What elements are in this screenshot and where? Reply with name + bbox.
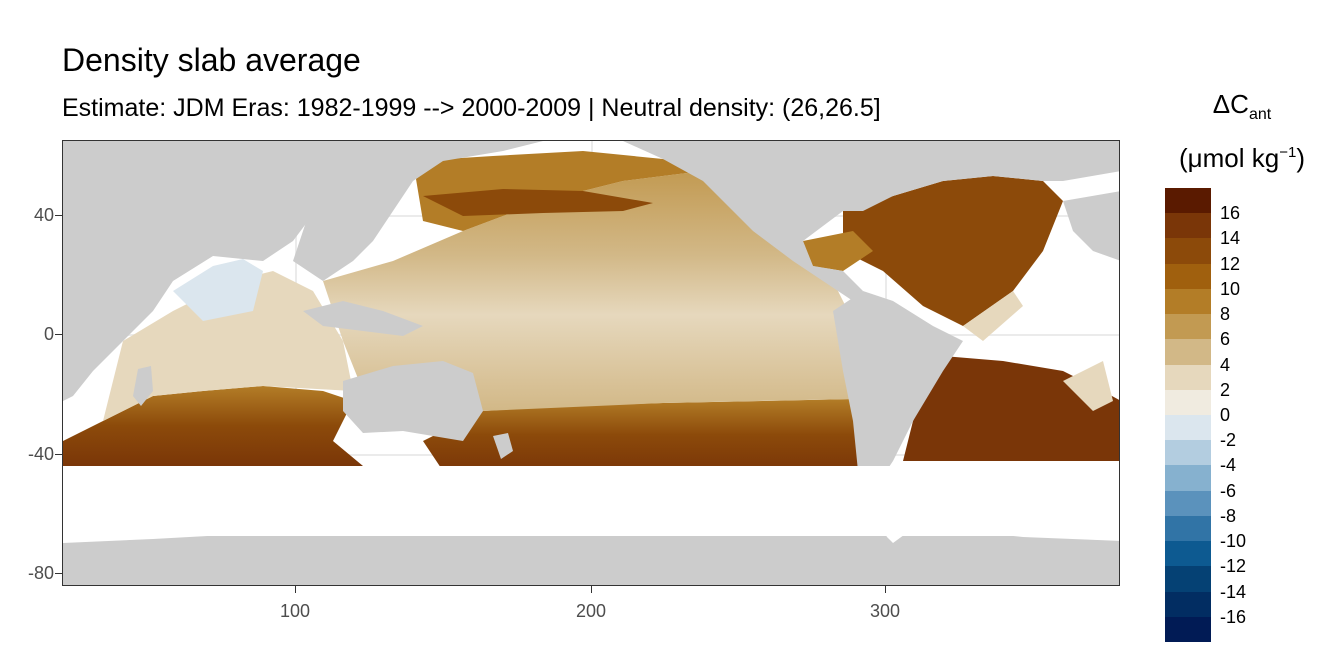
south-america-land — [833, 291, 963, 491]
legend-label: -6 — [1220, 480, 1237, 501]
legend-swatch — [1165, 415, 1211, 441]
legend-label: 10 — [1220, 278, 1241, 299]
legend-label: 16 — [1220, 203, 1241, 224]
legend-label: 4 — [1220, 354, 1231, 375]
antarctica-land — [63, 521, 1119, 585]
southern-indian-ocean — [63, 386, 363, 466]
x-tick-label: 200 — [575, 601, 607, 621]
legend-swatch — [1165, 515, 1211, 542]
asia-land — [293, 141, 543, 281]
australia-land — [343, 361, 483, 441]
legend-swatch — [1165, 566, 1211, 593]
legend-label: 6 — [1220, 329, 1231, 350]
y-tick-mark — [55, 454, 62, 455]
legend-title-line2: (μmol kg−1) — [1162, 138, 1322, 173]
legend-label: -12 — [1220, 556, 1247, 577]
x-tick-mark — [885, 586, 886, 593]
legend-swatch — [1165, 339, 1211, 366]
legend-label: -8 — [1220, 505, 1237, 526]
legend-unit-pre: (μmol kg — [1179, 143, 1280, 173]
legend-swatch — [1165, 440, 1211, 466]
legend-swatch — [1165, 490, 1211, 517]
plot-subtitle: Estimate: JDM Eras: 1982-1999 --> 2000-2… — [62, 94, 881, 122]
x-tick-label: 300 — [869, 601, 901, 621]
legend-label: 14 — [1220, 228, 1241, 249]
x-tick-mark — [591, 586, 592, 593]
legend-swatch — [1165, 263, 1211, 290]
map-panel — [62, 140, 1120, 586]
north-america-land — [623, 141, 1119, 301]
legend-swatch — [1165, 616, 1211, 643]
europe-land — [1063, 191, 1119, 261]
legend-title-sub: ant — [1248, 106, 1272, 123]
y-tick-label: 0 — [43, 324, 54, 344]
legend-label: -16 — [1220, 606, 1247, 627]
legend-swatch — [1165, 314, 1211, 340]
y-tick-label: -40 — [27, 444, 54, 464]
y-tick-label: 40 — [33, 205, 54, 225]
north-pacific-dark-band — [423, 189, 653, 216]
legend-label: -10 — [1220, 531, 1247, 552]
tropical-atlantic-light-band — [963, 291, 1113, 411]
legend-swatch — [1165, 389, 1211, 416]
y-tick-mark — [55, 215, 62, 216]
africa-land — [63, 141, 363, 401]
legend-swatch — [1165, 213, 1211, 239]
legend-unit-sup: −1 — [1279, 144, 1297, 161]
gulf-of-mexico — [803, 231, 873, 271]
legend-label: 8 — [1220, 304, 1231, 325]
legend-label: -4 — [1220, 455, 1237, 476]
legend-label: 0 — [1220, 405, 1231, 425]
map-svg — [63, 141, 1119, 585]
madagascar-land — [133, 366, 153, 406]
legend-swatch — [1165, 288, 1211, 315]
legend-swatch — [1165, 188, 1211, 214]
legend-swatch — [1165, 591, 1211, 618]
legend-unit-post: ) — [1296, 143, 1305, 173]
legend-swatch — [1165, 541, 1211, 567]
tropical-pacific — [323, 171, 853, 411]
maritime-continent-land — [303, 301, 423, 336]
legend-swatch — [1165, 364, 1211, 391]
plot-title: Density slab average — [62, 42, 361, 78]
arabian-sea-blue — [173, 259, 263, 321]
south-pacific-ocean — [423, 399, 863, 471]
y-tick-mark — [55, 334, 62, 335]
legend-colorbar — [1165, 188, 1211, 643]
legend-title-line1: ΔCant — [1162, 89, 1322, 130]
legend-label: 2 — [1220, 379, 1231, 400]
new-zealand-land — [493, 433, 513, 459]
tropical-indian-ocean — [103, 271, 353, 421]
legend-swatch — [1165, 465, 1211, 492]
legend-title-main: ΔC — [1212, 89, 1249, 119]
x-tick-mark — [295, 586, 296, 593]
north-atlantic-ocean — [843, 176, 1063, 326]
legend-label: -2 — [1220, 430, 1237, 451]
no-data-band — [63, 466, 1119, 536]
legend-swatch — [1165, 238, 1211, 265]
y-tick-label: -80 — [27, 563, 54, 583]
legend-label: -14 — [1220, 581, 1247, 602]
y-tick-mark — [55, 573, 62, 574]
x-tick-label: 100 — [279, 601, 311, 621]
legend-label: 12 — [1220, 253, 1241, 274]
